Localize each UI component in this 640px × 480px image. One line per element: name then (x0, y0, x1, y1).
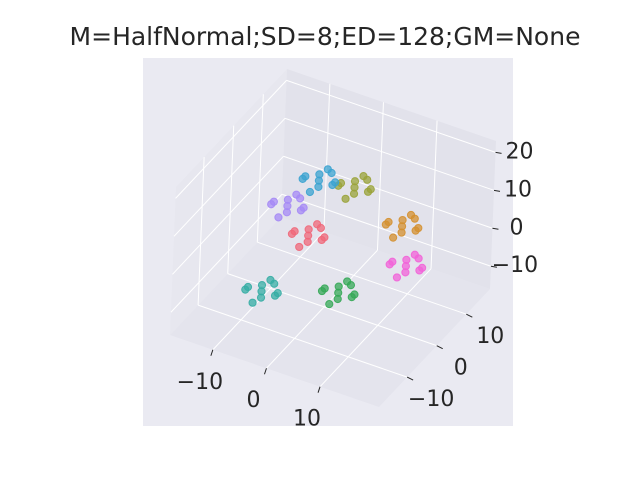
point (381, 220, 390, 229)
point (366, 185, 375, 194)
z-tick (490, 265, 498, 268)
x-tick-label: 10 (293, 407, 321, 432)
point (363, 175, 372, 184)
grid-line (197, 157, 205, 306)
z-tick (492, 227, 499, 230)
point (283, 195, 292, 204)
point (414, 223, 423, 233)
point (274, 213, 283, 222)
point (241, 285, 250, 294)
grid-line (173, 117, 286, 237)
x-tick (263, 368, 267, 375)
z-tick (495, 151, 502, 154)
grid-line (323, 83, 331, 232)
grid-line (170, 193, 283, 313)
point (295, 242, 304, 252)
y-tick (436, 345, 443, 350)
pane-floor (170, 217, 490, 407)
grid-line (430, 120, 438, 269)
point (270, 279, 279, 288)
point (401, 268, 410, 277)
pane-back (281, 69, 496, 289)
grid-line (197, 304, 408, 378)
grid-line (266, 249, 378, 369)
point (320, 233, 329, 242)
point (287, 229, 297, 238)
point (333, 294, 342, 304)
x-tick (317, 386, 321, 393)
y-tick (466, 313, 473, 318)
point (325, 300, 334, 309)
point (334, 282, 343, 291)
point (314, 182, 323, 191)
grid-line (172, 155, 284, 275)
grid-line (175, 80, 287, 199)
point (331, 178, 340, 187)
point (349, 189, 359, 198)
point (398, 215, 407, 225)
grid-line (256, 94, 264, 243)
grid (170, 79, 496, 388)
point (350, 177, 360, 186)
point (256, 293, 266, 302)
grid-line (286, 79, 496, 153)
y-tick-label: 0 (454, 356, 468, 381)
grid-line (212, 231, 325, 351)
grid-line (281, 193, 492, 267)
grid-line (227, 125, 235, 274)
grid-line (376, 102, 384, 251)
z-tick-label: 0 (509, 215, 523, 240)
point (304, 225, 313, 234)
point (350, 290, 359, 299)
point (385, 260, 394, 269)
x-tick (210, 349, 214, 356)
chart-title: M=HalfNormal;SD=8;ED=128;GM=None (70, 22, 581, 51)
x-tick-label: 0 (246, 388, 260, 413)
point (418, 263, 427, 272)
point (298, 174, 307, 183)
point (273, 289, 282, 298)
point (267, 200, 276, 209)
point (257, 281, 267, 290)
point (389, 233, 398, 242)
point (346, 281, 356, 290)
grid-line (319, 268, 432, 388)
point (327, 168, 336, 178)
grid-line (257, 241, 467, 315)
point (414, 254, 423, 263)
x-tick-label: −10 (177, 370, 223, 395)
point (282, 208, 292, 217)
point (392, 273, 402, 282)
point (303, 237, 312, 246)
z-tick-label: −10 (492, 253, 538, 278)
point (248, 298, 257, 307)
point (299, 203, 308, 212)
point (402, 255, 411, 264)
points (241, 165, 427, 309)
y-tick (406, 376, 414, 381)
z-tick-label: 10 (504, 177, 532, 202)
point (315, 170, 324, 179)
point (305, 187, 315, 197)
grid-line (283, 155, 493, 229)
y-tick-label: 10 (476, 324, 504, 349)
y-tick-label: −10 (408, 387, 454, 412)
point (316, 223, 325, 233)
point (317, 286, 327, 296)
point (397, 228, 406, 237)
z-tick (493, 189, 501, 192)
z-tick-label: 20 (506, 139, 534, 164)
point (410, 214, 419, 223)
grid-line (284, 117, 495, 191)
point (341, 194, 350, 203)
point (296, 194, 305, 203)
